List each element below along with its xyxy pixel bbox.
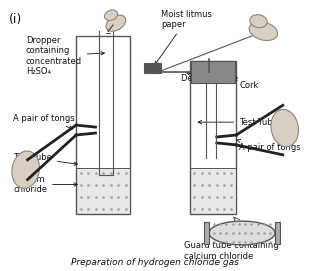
Ellipse shape: [209, 221, 275, 245]
Text: A pair of tongs: A pair of tongs: [236, 139, 301, 152]
Text: Preparation of hydrogen chloride gas: Preparation of hydrogen chloride gas: [71, 258, 239, 267]
Bar: [191, 61, 235, 83]
Text: Delivery tube: Delivery tube: [181, 72, 238, 83]
Bar: [76, 36, 131, 214]
Text: (i): (i): [9, 13, 22, 26]
Bar: [144, 63, 161, 73]
Text: Test Tube: Test Tube: [198, 118, 278, 127]
Ellipse shape: [249, 22, 278, 40]
Text: Test Tube: Test Tube: [13, 153, 77, 165]
Text: Moist litmus
paper: Moist litmus paper: [155, 9, 212, 65]
Bar: [191, 168, 235, 214]
Ellipse shape: [106, 15, 126, 31]
Bar: [204, 222, 209, 244]
Ellipse shape: [105, 10, 118, 21]
Ellipse shape: [250, 15, 267, 28]
Bar: [190, 61, 236, 214]
Bar: [77, 168, 130, 214]
Text: Dropper
containing
concentrated
H₂SO₄: Dropper containing concentrated H₂SO₄: [26, 36, 104, 76]
Text: A pair of tongs: A pair of tongs: [13, 114, 75, 129]
Text: Cork: Cork: [198, 72, 258, 90]
Text: Guard tube containing
calcium chloride: Guard tube containing calcium chloride: [184, 238, 278, 260]
Ellipse shape: [12, 151, 40, 188]
Text: Sodium
chloride: Sodium chloride: [13, 175, 77, 194]
Ellipse shape: [271, 109, 299, 147]
Bar: [275, 222, 280, 244]
